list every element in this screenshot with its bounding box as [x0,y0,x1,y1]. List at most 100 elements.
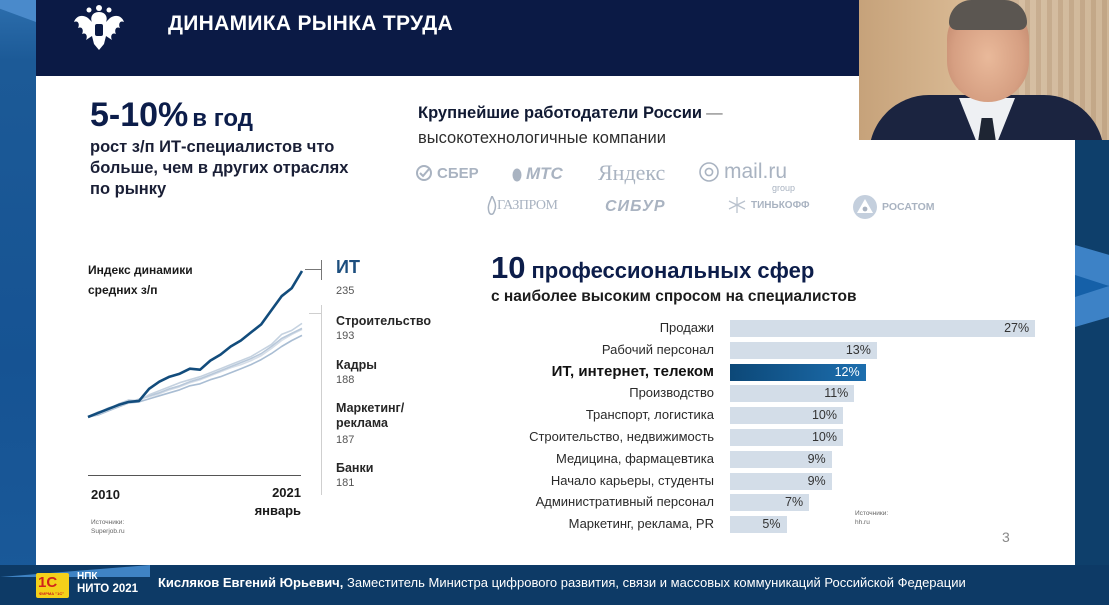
bar-value-label: 7% [785,495,804,510]
legend-tick-others [309,313,321,314]
logo-mailru-group: group [772,183,795,193]
employers-subtitle: высокотехнологичные компании [418,129,666,147]
logo-gazprom: ГАЗПРОМ [487,196,558,216]
line-chart-x-axis [88,475,301,476]
page-number: 3 [1002,529,1010,545]
bar-mark: 7% [730,494,810,512]
background-left-panel [0,0,36,605]
bar-chart-source-label: Источники: [855,510,889,517]
bar-mark: 11% [730,385,855,403]
kpi-value: 5-10% [90,96,189,134]
logo-mts: МТС [512,164,563,184]
bar-row: Маркетинг, реклама, PR 5% [480,515,1080,534]
bar-row: Транспорт, логистика 10% [480,406,1080,425]
1c-logo-tiny-text: ФИРМА "1С" [39,591,65,596]
bar-value-label: 27% [1004,321,1030,335]
bar-row: ИТ, интернет, телеком 12% [480,363,1080,381]
bar-value-label: 13% [845,342,871,357]
bar-chart-title: 10 профессиональных сфер [491,250,814,286]
legend-name-hr: Кадры [336,358,377,372]
logo-rosatom-text: РОСАТОМ [882,201,935,213]
bar-mark: 12% [730,363,866,381]
employers-title: Крупнейшие работодатели России — [418,104,723,123]
x-axis-label-end-month: январь [254,503,301,518]
footer-bar [0,565,1109,605]
logo-sibur-text: СИБУР [605,198,666,215]
bar-value-label: 9% [807,473,826,488]
event-line-2: НИТО 2021 [77,583,139,595]
employers-dash: — [706,104,723,122]
bar-category-label: Продажи [659,320,714,335]
speaker-caption: Кисляков Евгений Юрьевич, Заместитель Ми… [158,575,966,590]
logo-mailru-sub: group [772,183,796,193]
bar-row: Производство 11% [480,384,1080,403]
event-name: НПК НИТО 2021 [77,570,138,596]
logo-gazprom-text: ГАЗПРОМ [497,198,558,213]
speaker-video-feed[interactable] [859,0,1109,140]
logo-sibur: СИБУР [605,198,666,216]
logo-mts-text: МТС [526,164,563,183]
bar-mark: 9% [730,472,832,490]
x-axis-label-end-year: 2021 [272,485,301,500]
line-chart-source-value: Superjob.ru [91,528,125,535]
logo-sber: СБЕР [415,164,479,182]
tinkoff-snowflake-icon [728,197,746,213]
event-line-1: НПК [77,571,98,582]
legend-value-construction: 193 [336,330,355,342]
bar-category-label: Маркетинг, реклама, PR [568,516,714,532]
bar-value-label: 5% [762,517,781,532]
bar-chart-title-number: 10 [491,250,526,285]
slide-title: ДИНАМИКА РЫНКА ТРУДА [168,12,454,35]
bar-category-label: Рабочий персонал [601,341,714,357]
slide-header [36,0,866,76]
bar-row: Административный персонал 7% [480,493,1080,512]
bar-category-label: Транспорт, логистика [585,407,714,423]
logo-mailru-text: mail.ru [724,160,788,183]
speaker-role: Заместитель Министра цифрового развития,… [346,575,966,590]
bar-value-label: 10% [811,430,837,444]
bar-mark: 10% [730,429,843,446]
video-speaker-tie [978,118,996,140]
legend-bracket-it [321,260,322,280]
background-right-panel [1075,140,1109,605]
bar-mark: 10% [730,407,843,425]
bar-chart-subtitle: с наиболее высоким спросом на специалист… [491,288,857,305]
sber-check-icon [416,165,432,181]
bar-mark: 27% [730,320,1036,337]
bar-chart-title-text: профессиональных сфер [531,258,815,283]
bar-value-label: 12% [834,364,860,379]
bar-chart-source-value: hh.ru [855,519,870,526]
logo-tinkoff: ТИНЬКОФФ [727,196,810,214]
bar-category-label: Медицина, фармацевтика [556,450,714,466]
line-series-0 [87,270,304,419]
bar-mark: 5% [730,516,787,534]
bar-category-label: ИТ, интернет, телеком [551,362,714,380]
bar-row: Начало карьеры, студенты 9% [480,472,1080,490]
logo-yandex-text: Яндекс [598,160,666,185]
kpi-headline: 5-10% в год [90,96,253,135]
mts-egg-icon [512,168,522,182]
legend-value-it: 235 [336,285,355,297]
logo-rosatom: РОСАТОМ [852,194,934,220]
bar-chart-source: Источники: hh.ru [855,509,888,527]
at-sign-icon [699,162,719,182]
bar-category-label: Строительство, недвижимость [529,429,714,444]
bar-category-label: Административный персонал [535,494,714,510]
line-chart-source-label: Источники: [91,519,125,526]
bar-mark: 13% [730,341,877,359]
1c-logo-text: 1С [38,574,58,591]
bar-category-label: Производство [629,385,714,401]
bar-row: Рабочий персонал 13% [480,341,1080,359]
video-speaker-hair [949,0,1027,30]
bar-mark: 9% [730,450,832,468]
bar-value-label: 11% [824,386,849,401]
logo-mailru: mail.ru [698,160,787,184]
line-chart-title: Индекс динамики средних з/п [88,263,193,297]
logo-tinkoff-text: ТИНЬКОФФ [751,199,810,211]
speaker-name: Кисляков Евгений Юрьевич, [158,575,344,590]
bar-row: Строительство, недвижимость 10% [480,428,1080,446]
logo-yandex: Яндекс [598,160,665,186]
legend-value-hr: 188 [336,374,355,386]
rosatom-atom-icon [853,195,877,219]
salary-index-line-chart [87,270,304,419]
